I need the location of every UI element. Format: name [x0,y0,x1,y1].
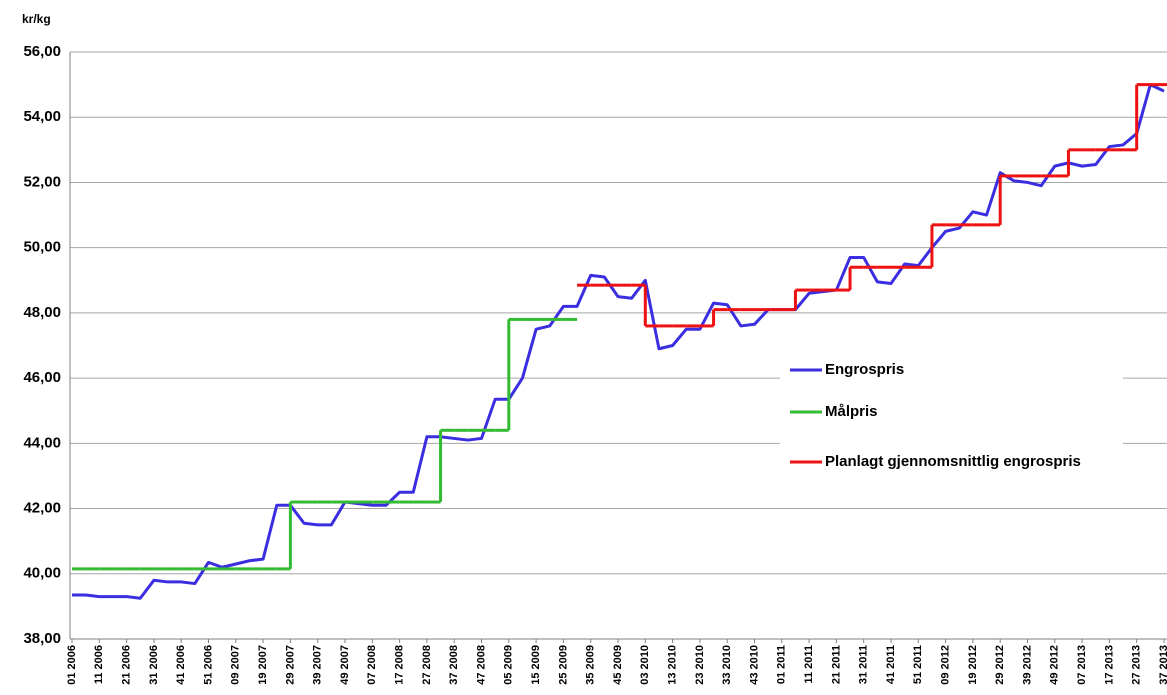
x-tick-label: 37 2013 [1158,645,1167,685]
x-tick-label: 35 2009 [585,645,597,685]
y-tick-label: 52,00 [23,173,61,190]
y-tick-label: 46,00 [23,369,61,386]
legend-label: Planlagt gjennomsnittlig engrospris [825,453,1081,470]
x-tick-label: 23 2010 [694,645,706,685]
x-tick-label: 27 2013 [1131,645,1143,685]
x-tick-label: 01 2006 [66,645,78,685]
x-tick-label: 03 2010 [639,645,651,685]
x-tick-label: 25 2009 [557,645,569,685]
x-tick-label: 01 2011 [776,645,788,684]
x-tick-label: 39 2007 [312,645,324,685]
x-tick-label: 07 2008 [366,645,378,685]
x-tick-label: 45 2009 [612,645,624,685]
x-tick-label: 15 2009 [530,645,542,685]
x-tick-label: 47 2008 [475,645,487,685]
x-tick-label: 41 2006 [175,645,187,685]
y-tick-label: 44,00 [23,434,61,451]
x-tick-label: 19 2012 [967,645,979,685]
y-unit: kr/kg [22,12,51,26]
x-tick-label: 49 2007 [339,645,351,685]
x-tick-label: 09 2012 [940,645,952,685]
y-tick-label: 54,00 [23,108,61,125]
legend-box [780,355,1123,480]
y-tick-label: 38,00 [23,630,61,647]
x-tick-label: 31 2006 [148,645,160,685]
x-tick-label: 17 2008 [394,645,406,685]
legend-label: Målpris [825,403,878,420]
y-tick-label: 40,00 [23,565,61,582]
series-line [72,83,1165,600]
x-tick-label: 05 2009 [503,645,515,685]
x-tick-label: 19 2007 [257,645,269,685]
x-tick-label: 51 2011 [912,645,924,684]
y-tick-label: 42,00 [23,500,61,517]
x-tick-label: 39 2012 [1021,645,1033,685]
x-tick-label: 21 2006 [121,645,133,685]
x-tick-label: 11 2011 [803,645,815,684]
x-tick-label: 09 2007 [230,645,242,685]
x-tick-label: 51 2006 [202,645,214,685]
x-tick-label: 29 2007 [284,645,296,685]
x-tick-label: 33 2010 [721,645,733,685]
y-tick-label: 50,00 [23,239,61,256]
x-tick-label: 29 2012 [994,645,1006,685]
x-tick-label: 31 2011 [858,645,870,684]
x-tick-label: 49 2012 [1049,645,1061,685]
x-tick-label: 21 2011 [830,645,842,684]
legend-label: Engrospris [825,361,904,378]
x-tick-label: 17 2013 [1103,645,1115,685]
y-tick-label: 56,00 [23,43,61,60]
x-tick-label: 11 2006 [93,645,105,684]
x-tick-label: 27 2008 [421,645,433,685]
x-tick-label: 07 2013 [1076,645,1088,685]
x-tick-label: 37 2008 [448,645,460,685]
x-tick-label: 43 2010 [748,645,760,685]
x-tick-label: 13 2010 [667,645,679,685]
y-tick-label: 48,00 [23,304,61,321]
x-tick-label: 41 2011 [885,645,897,684]
